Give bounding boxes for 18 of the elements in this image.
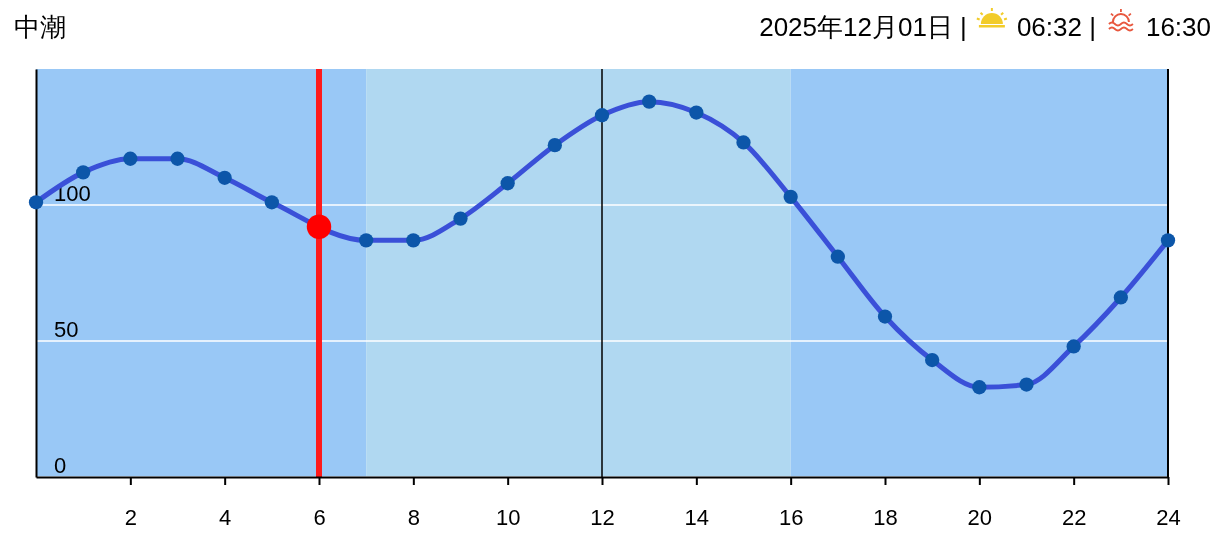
x-tick-label: 22 bbox=[1061, 504, 1087, 530]
x-tick-label: 2 bbox=[124, 504, 137, 530]
chart-subtitle: 2025年12月01日 | bbox=[759, 12, 967, 42]
y-tick-label: 0 bbox=[54, 453, 67, 479]
x-tick-label: 8 bbox=[407, 504, 420, 530]
y-tick-label: 50 bbox=[54, 317, 79, 343]
x-tick-label: 24 bbox=[1156, 504, 1181, 530]
x-tick-label: 18 bbox=[873, 504, 898, 530]
x-tick-label: 6 bbox=[313, 504, 326, 530]
x-tick-label: 4 bbox=[219, 504, 232, 530]
chart-title: 中潮 bbox=[14, 12, 66, 42]
x-tick-label: 20 bbox=[967, 504, 993, 530]
x-tick-label: 10 bbox=[495, 504, 521, 530]
x-tick-label: 16 bbox=[778, 504, 804, 530]
x-tick-label: 12 bbox=[590, 504, 615, 530]
text: 06:32 | bbox=[1016, 12, 1096, 42]
x-tick-label: 14 bbox=[684, 504, 710, 530]
text: 16:30 bbox=[1145, 12, 1211, 42]
